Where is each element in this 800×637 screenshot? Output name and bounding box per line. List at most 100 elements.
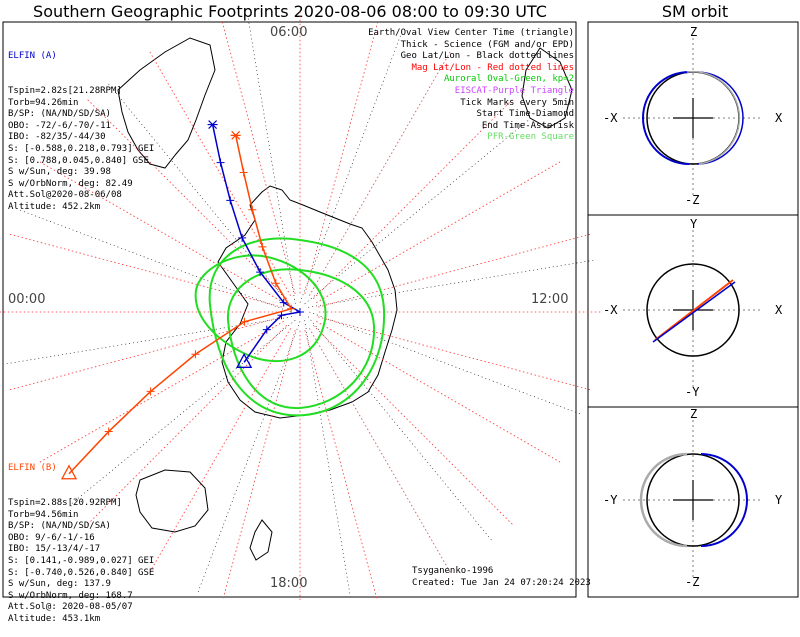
elfin-a-tick-mark [279,298,288,307]
elfin-a-tick-mark [256,268,265,277]
mag-lon-line [39,161,284,303]
mag-lon-line [304,21,379,294]
sm-axis-label-top: Y [690,217,698,231]
geo-lon-line [17,208,291,313]
elfin-a-orbit [642,71,690,165]
geo-lon-line [308,259,597,308]
elfin-b-info-line: Tspin=2.88s[20.92RPM] [8,497,122,508]
elfin-b-tick-mark [240,317,249,326]
elfin-a-tick-mark [262,325,271,334]
sm-axis-label-right: Y [775,493,783,507]
sm-orbit-title: SM orbit [661,2,729,21]
elfin-a-info-line: B/SP: (NA/ND/SD/SA) [8,109,111,120]
elfin-a-orbit [700,453,748,547]
sm-axis-label-top: Z [690,407,697,421]
mag-lon-line [318,233,591,308]
auroral-oval-inner [226,268,376,410]
geo-lon-line [304,320,352,600]
sm-axis-label-left: -X [603,303,618,317]
elfin-a-tick-mark [296,308,304,316]
new-zealand-outline [249,519,273,561]
elfin-b-info-line: B/SP: (NA/ND/SD/SA) [8,521,111,532]
geo-lon-line [196,321,301,595]
elfin-a-tick-mark [277,311,286,320]
legend-entry: Mag Lat/Lon - Red dotted lines [411,62,574,73]
map-frame [2,21,577,598]
elfin-a-info: ELFIN (A) Tspin=2.82s[21.28RPM] Torb=94.2… [8,28,154,225]
sm-panel-frame-3 [587,406,799,598]
australia-outline [135,469,209,533]
geo-lon-line [299,29,404,303]
elfin-a-tick-mark [226,196,235,205]
africa-outline [521,47,573,129]
geo-lon-line [307,316,494,543]
sm-axis-label-right: X [775,303,783,317]
legend-entry: EISCAT-Purple Triangle [454,85,574,96]
sm-axis-label-bottom: -Y [685,385,700,399]
geo-lon-line [247,15,296,304]
elfin-a-view-triangle [236,352,253,368]
elfin-b-info-line: Att.Sol@: 2020-08-05/07 [8,602,133,613]
elfin-b-tick-mark [104,427,113,436]
elfin-a-info-line: Torb=94.26min [8,97,79,108]
elfin-a-tick-mark [238,233,247,242]
legend-entry: Geo Lat/Lon - Black dotted lines [400,51,574,62]
elfin-b-tick-mark [248,205,257,214]
footprint-tracks [60,120,304,480]
elfin-b-tick-mark [239,168,248,177]
elfin-b-info-line: S w/OrbNorm, deg: 168.7 [8,590,133,601]
elfin-a-info-line: Altitude: 452.2km [8,201,101,212]
elfin-a-info-line: S w/Sun, deg: 39.98 [8,167,111,178]
elfin-b-info-line: S: [-0.740,0.526,0.840] GSE [8,567,155,578]
mag-lon-line [149,51,291,296]
auroral-oval-loop [194,254,327,363]
mag-lon-line [87,325,287,525]
elfin-a-tick-mark [216,158,225,167]
mag-lon-line [313,325,513,525]
elfin-b-orbit [654,279,734,341]
elfin-b-view-triangle [60,464,78,480]
mag-lon-line [316,161,561,303]
sm-axis-label-bottom: -Z [685,575,699,589]
elfin-a-end-asterisk [207,120,218,130]
created-label: Created: Tue Jan 24 07:20:24 2023 [412,578,591,588]
elfin-b-tick-mark [287,304,296,313]
mag-lon-line [87,99,287,299]
mag-lon-line [316,321,561,463]
model-label: Tsyganenko-1996 [412,566,494,576]
sm-orbit-panels: Z -Z -X X Y -Y -X X Z -Z -Y Y [603,25,783,589]
elfin-b-tick-mark [258,242,267,251]
legend: Earth/Oval View Center Time (triangle) Th… [368,28,574,144]
legend-entry: Tick Marks every 5min [460,97,574,108]
mag-lon-line [9,233,282,308]
mag-lon-line [309,328,451,573]
mag-lon-line [222,330,296,600]
elfin-b-name: ELFIN (B) [8,463,57,474]
elfin-b-info: ELFIN (B) Tspin=2.88s[20.92RPM] Torb=94.5… [8,440,154,637]
elfin-a-orbit [652,281,736,343]
sm-axis-label-left: -Y [603,493,618,507]
legend-entry: Earth/Oval View Center Time (triangle) [368,28,574,38]
page-title: Southern Geographic Footprints 2020-08-0… [33,2,547,21]
sm-axis-label-right: X [775,111,783,125]
antarctica-outline [217,185,398,419]
elfin-a-info-line: OBO: -72/-6/-70/-11 [8,120,111,131]
geo-lon-line [304,118,531,305]
elfin-b-lines: Tspin=2.88s[20.92RPM] Torb=94.56min B/SP: … [8,498,154,626]
geo-lon-line [3,316,292,365]
magnetic-grid [0,11,601,600]
sm-axis-label-left: -X [603,111,618,125]
legend-entry: End Time-Asterisk [481,120,574,131]
mag-lon-line [309,51,451,296]
legend-entry: Thick - Science (FGM and/or EPD) [400,39,574,50]
elfin-a-info-line: S w/OrbNorm, deg: 82.49 [8,178,133,189]
elfin-b-tick-mark [271,279,280,288]
elfin-a-lines: Tspin=2.82s[21.28RPM] Torb=94.26min B/SP: … [8,86,154,214]
elfin-a-orbit-far [696,71,744,165]
mag-lon-line [318,316,591,391]
elfin-b-orbit [686,70,741,165]
mlt-label-right: 12:00 [531,292,569,307]
elfin-a-info-line: IBO: -82/35/-44/30 [8,132,106,143]
geo-lon-line [309,311,583,416]
auroral-oval-outer [208,237,386,417]
